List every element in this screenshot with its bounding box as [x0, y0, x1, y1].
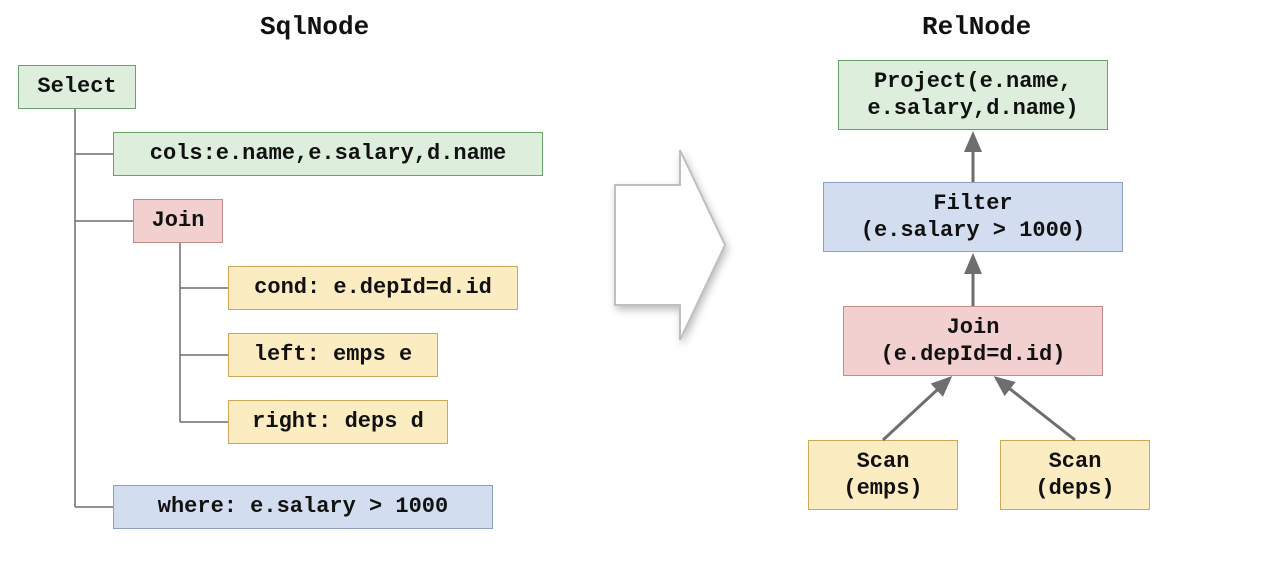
diagram-stage: SqlNode RelNode Select cols:e.name,e.sal…	[0, 0, 1280, 571]
rel-scan-emps-box: Scan (emps)	[808, 440, 958, 510]
sql-right-box: right: deps d	[228, 400, 448, 444]
title-sqlnode: SqlNode	[260, 12, 369, 42]
sql-join-box: Join	[133, 199, 223, 243]
rel-join-box: Join (e.depId=d.id)	[843, 306, 1103, 376]
sql-cols-box: cols:e.name,e.salary,d.name	[113, 132, 543, 176]
right-tree-arrows	[883, 134, 1075, 440]
sql-left-box: left: emps e	[228, 333, 438, 377]
transform-arrow-icon	[615, 150, 725, 340]
title-relnode: RelNode	[922, 12, 1031, 42]
sql-where-box: where: e.salary > 1000	[113, 485, 493, 529]
sql-cond-box: cond: e.depId=d.id	[228, 266, 518, 310]
sql-select-box: Select	[18, 65, 136, 109]
rel-filter-box: Filter (e.salary > 1000)	[823, 182, 1123, 252]
rel-project-box: Project(e.name, e.salary,d.name)	[838, 60, 1108, 130]
rel-scan-deps-box: Scan (deps)	[1000, 440, 1150, 510]
